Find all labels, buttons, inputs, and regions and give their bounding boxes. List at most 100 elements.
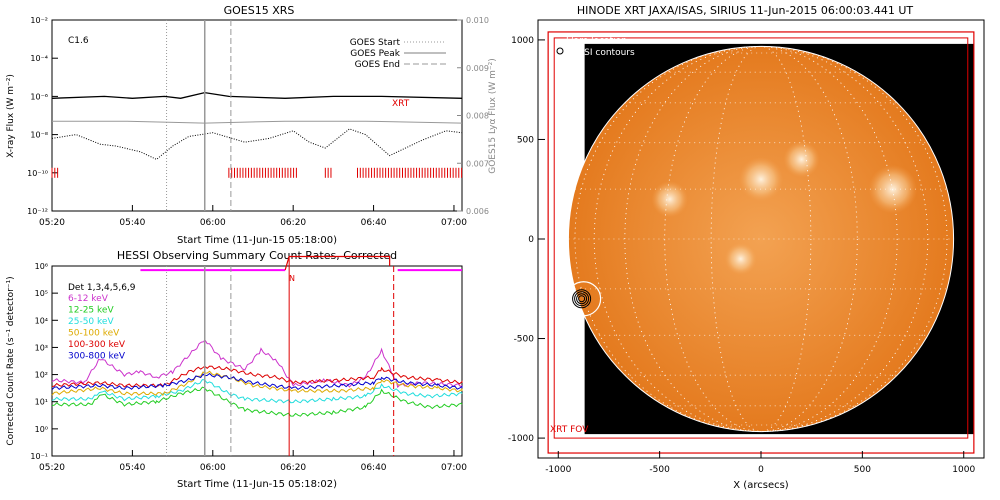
goes-right-y-tick-label: 0.008 [466, 112, 489, 121]
active-region [651, 180, 689, 218]
active-region [724, 242, 757, 276]
hessi-x-tick-label: 05:20 [39, 463, 65, 473]
active-regions [651, 141, 918, 276]
longitude-line [664, 46, 858, 432]
hessi-attenuator-bars [140, 255, 462, 272]
goes-x-axis: 05:20 05:40 06:00 06:20 06:40 07:00 [39, 205, 467, 228]
hessi-legend-entry: 12-25 keV [68, 306, 114, 316]
longitude-line [593, 46, 929, 432]
xrt-panel: HINODE XRT JAXA/ISAS, SIRIUS 11-Jun-2015… [508, 4, 985, 491]
night-label: N [289, 274, 295, 283]
goes-right-y-tick-label: 0.009 [466, 64, 489, 73]
hessi-legend-entry: 25-50 keV [68, 317, 114, 327]
xrt-coverage-marks [51, 167, 463, 178]
goes-y-tick-label: 10⁻¹² [27, 207, 48, 216]
hessi-detectors-label: Det 1,3,4,5,6,9 [68, 283, 136, 293]
goes-y-tick-label: 10⁻¹⁰ [27, 169, 48, 178]
goes-y-tick-label: 10⁻⁶ [30, 92, 48, 101]
legend-flare-location: Flare location [566, 36, 627, 46]
hessi-contour [578, 295, 586, 303]
hessi-legend-entry: 6-12 keV [68, 294, 109, 304]
goes-right-y-tick-label: 0.006 [466, 207, 489, 216]
xrt-x-tick-label: 1000 [952, 465, 975, 475]
solar-disk [568, 46, 954, 432]
hessi-title: HESSI Observing Summary Count Rates, Cor… [117, 249, 397, 262]
legend-goes-end: GOES End [355, 60, 400, 70]
goes-series-line [51, 128, 463, 160]
xrt-y-tick-label: -500 [514, 335, 535, 345]
hessi-x-tick-label: 06:20 [280, 463, 306, 473]
xrt-x-label: X (arcsecs) [733, 480, 789, 491]
goes-right-y-label: GOES15 Lyα Flux (W m⁻²) [488, 58, 498, 174]
xrt-x-tick-label: -1000 [545, 465, 571, 475]
hessi-y-tick-label: 10⁶ [35, 262, 48, 271]
goes-class-label: C1.6 [68, 36, 89, 46]
legend-goes-peak: GOES Peak [350, 49, 400, 59]
legend-hessi-contours: HESSI contours [566, 48, 635, 58]
hessi-x-tick-label: 06:40 [361, 463, 387, 473]
goes-x-tick-label: 07:00 [441, 218, 467, 228]
flare-location-circle [566, 281, 602, 317]
goes-y-tick-label: 10⁻⁸ [30, 131, 48, 140]
goes-x-tick-label: 06:40 [361, 218, 387, 228]
hessi-contour [576, 293, 588, 305]
hessi-series-line [51, 338, 463, 389]
goes-right-y-tick-label: 0.010 [466, 16, 489, 25]
xrt-x-tick-label: 0 [758, 465, 764, 475]
hessi-legend-entry: 300-800 keV [68, 352, 126, 362]
xrt-fov-inner [553, 37, 969, 439]
hessi-contour [572, 289, 592, 309]
goes-x-tick-label: 05:40 [119, 218, 145, 228]
hessi-legend-entry: 100-300 keV [68, 340, 126, 350]
goes-event-markers [166, 20, 232, 211]
hessi-y-axis: 10⁶ 10⁵ 10⁴ 10³ 10² 10¹ 10⁰ 10⁻¹ [30, 262, 58, 461]
xrt-y-tick-label: 500 [517, 135, 534, 145]
goes-x-label: Start Time (11-Jun-15 05:18:00) [177, 235, 337, 246]
hessi-plot-frame [51, 265, 463, 457]
hessi-panel: HESSI Observing Summary Count Rates, Cor… [6, 249, 467, 490]
hessi-event-markers [166, 256, 395, 456]
hessi-y-tick-label: 10⁰ [35, 425, 48, 434]
xrt-axes: -1000 -500 0 500 1000 1000 500 0 -500 -1000 [508, 36, 976, 475]
hessi-series-line [51, 370, 463, 397]
xrt-image [538, 20, 984, 458]
hessi-x-tick-label: 05:40 [119, 463, 145, 473]
xrt-y-tick-label: 0 [528, 235, 534, 245]
hessi-y-tick-label: 10⁵ [35, 289, 48, 298]
hessi-y-tick-label: 10² [35, 371, 48, 380]
goes-x-tick-label: 06:00 [200, 218, 226, 228]
night-bar [284, 255, 391, 271]
active-region [738, 156, 784, 202]
goes-y-tick-label: 10⁻² [30, 16, 48, 25]
hessi-y-label: Corrected Count Rate (s⁻¹ detector⁻¹) [6, 276, 16, 445]
active-region [783, 141, 820, 178]
goes-x-tick-label: 05:20 [39, 218, 65, 228]
hessi-x-tick-label: 07:00 [441, 463, 467, 473]
xrt-title: HINODE XRT JAXA/ISAS, SIRIUS 11-Jun-2015… [577, 4, 914, 17]
xrt-label: XRT [392, 99, 410, 109]
goes-series-line [51, 91, 463, 99]
hessi-x-tick-label: 06:00 [200, 463, 226, 473]
hessi-legend-entry: 50-100 keV [68, 329, 120, 339]
goes-series-line [52, 120, 463, 124]
xrt-y-tick-label: 1000 [511, 36, 534, 46]
hessi-y-tick-label: 10⁻¹ [30, 452, 48, 461]
hessi-y-tick-label: 10¹ [35, 398, 48, 407]
goes-right-y-axis: 0.010 0.009 0.008 0.007 0.006 [457, 16, 489, 216]
goes-y-label: X-ray Flux (W m⁻²) [6, 74, 16, 158]
hessi-y-tick-label: 10⁴ [35, 316, 48, 325]
hessi-y-tick-label: 10³ [35, 343, 48, 352]
goes-y-axis: 10⁻² 10⁻⁴ 10⁻⁶ 10⁻⁸ 10⁻¹⁰ 10⁻¹² [27, 16, 58, 216]
xrt-y-tick-label: -1000 [508, 434, 534, 444]
goes-panel: GOES15 XRS 10⁻² 10⁻⁴ 10⁻⁶ 10⁻⁸ 10⁻¹⁰ 10⁻¹² 0.… [6, 4, 498, 246]
goes-plot-frame [51, 19, 463, 212]
hessi-contour [574, 291, 590, 307]
hessi-x-label: Start Time (11-Jun-15 05:18:02) [177, 479, 337, 490]
hessi-series-line [51, 379, 463, 404]
goes-right-y-tick-label: 0.007 [466, 159, 489, 168]
longitude-line [710, 46, 812, 432]
flare-location-legend-icon [556, 47, 564, 55]
solar-limb [567, 45, 955, 433]
hessi-series-line [51, 365, 463, 388]
